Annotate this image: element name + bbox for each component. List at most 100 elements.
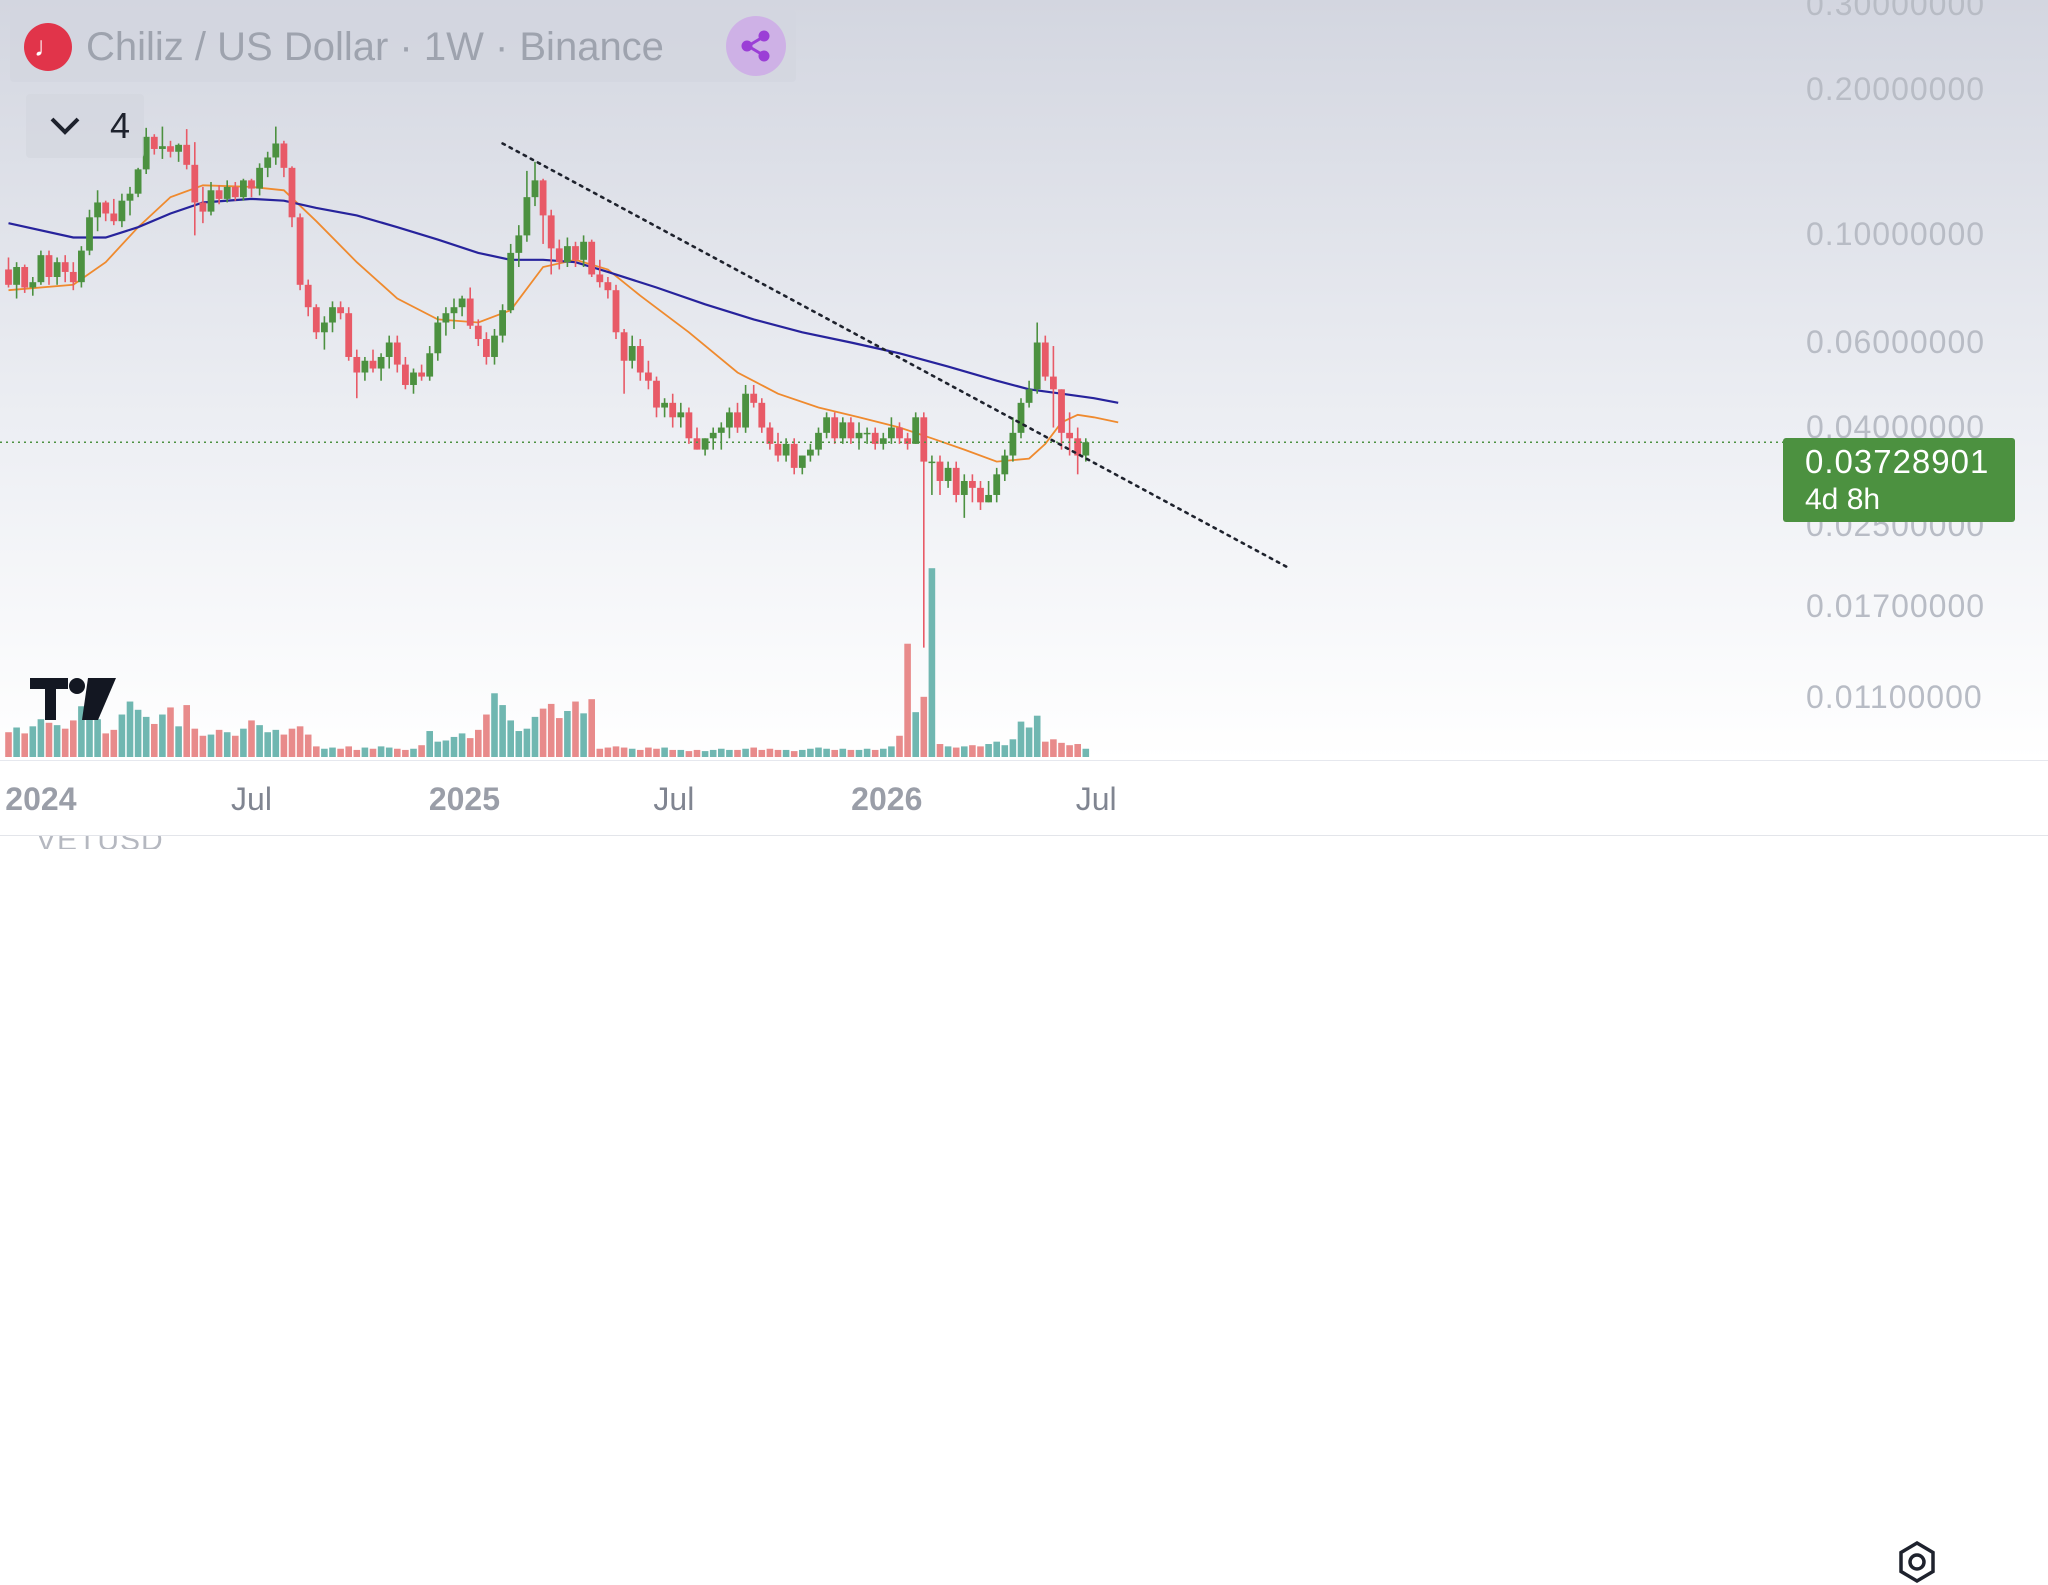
candle-body — [142, 136, 150, 170]
candle-body — [53, 262, 61, 277]
candle-body — [434, 322, 442, 354]
volume-bar — [993, 741, 1000, 757]
candle-body — [726, 412, 733, 428]
volume-bar — [475, 729, 482, 757]
volume-bar — [750, 747, 757, 757]
candle-body — [879, 438, 887, 444]
candle-body — [280, 143, 288, 168]
settings-icon[interactable] — [1894, 1539, 1940, 1585]
volume-bar — [969, 745, 976, 757]
volume-bar — [523, 728, 531, 757]
volume-bar — [1082, 748, 1090, 757]
volume-bar — [709, 749, 717, 757]
candle-body — [474, 325, 482, 340]
candle-body — [29, 282, 37, 288]
volume-bar — [774, 749, 782, 757]
indicator-count: 4 — [110, 105, 131, 146]
chart-pane[interactable] — [0, 0, 1783, 760]
volume-bar — [483, 714, 490, 757]
candle-body — [604, 282, 612, 291]
candle-body — [831, 417, 839, 439]
candle-body — [661, 402, 668, 408]
volume-bar — [734, 749, 741, 757]
trendline — [501, 142, 1290, 570]
volume-bar — [29, 726, 37, 757]
volume-bar — [1058, 742, 1065, 757]
volume-bar — [183, 705, 190, 757]
candle-body — [150, 136, 158, 149]
candle-body — [701, 438, 709, 450]
volume-bar — [53, 725, 61, 757]
volume-bar — [1050, 739, 1057, 757]
symbol-header[interactable]: ♩ Chiliz / US Dollar · 1W · Binance — [10, 10, 796, 82]
candle-body — [782, 443, 790, 456]
candle-body — [944, 467, 952, 481]
volume-bar — [1042, 741, 1049, 757]
candle-body — [13, 267, 20, 285]
candle-body — [555, 248, 563, 263]
candle-body — [766, 427, 774, 444]
price-tick-label: 0.30000000 — [1806, 0, 1986, 22]
volume-bar — [1033, 715, 1041, 757]
volume-bar — [531, 716, 539, 757]
candle-body — [960, 480, 968, 495]
candle-body — [167, 146, 174, 152]
candle-body — [272, 143, 280, 158]
volume-bar — [1066, 745, 1073, 757]
volume-bar — [596, 748, 604, 757]
volume-bar — [21, 733, 28, 757]
time-scale[interactable]: 2024 Jul 2025 Jul 2026 Jul — [0, 760, 2048, 1584]
volume-bar — [920, 696, 928, 757]
volume-bar — [159, 714, 166, 757]
volume-bar — [329, 747, 336, 757]
volume-bar — [620, 747, 628, 757]
volume-bar — [450, 736, 458, 757]
volume-bar — [944, 746, 952, 757]
candle-body — [418, 372, 425, 377]
volume-bar — [628, 748, 636, 757]
volume-bar — [167, 707, 174, 757]
volume-bar — [13, 727, 20, 757]
candle-body — [369, 360, 377, 369]
volume-bar — [645, 747, 652, 757]
symbol-title[interactable]: Chiliz / US Dollar · 1W · Binance — [86, 25, 664, 69]
volume-bar — [199, 735, 207, 757]
candle-body — [410, 372, 417, 385]
volume-bar — [61, 728, 69, 757]
candle-body — [928, 461, 936, 464]
time-tick-label: Jul — [231, 781, 272, 817]
candle-body — [936, 461, 944, 481]
candle-body — [175, 144, 182, 152]
share-button[interactable] — [726, 16, 786, 76]
candle-body — [442, 313, 450, 323]
last-price-badge: 0.03728901 4d 8h — [1783, 438, 2015, 522]
volume-bar — [904, 643, 911, 757]
volume-bar — [839, 748, 847, 757]
candle-body — [110, 213, 118, 222]
price-scale[interactable] — [1783, 0, 2048, 760]
candle-body — [823, 417, 830, 433]
volume-bar — [612, 746, 620, 757]
volume-bar — [693, 749, 701, 757]
candle-body — [466, 298, 474, 326]
volume-bar — [677, 749, 685, 757]
volume-bar — [637, 749, 644, 757]
volume-bar — [669, 749, 676, 757]
volume-bar — [232, 735, 239, 757]
candle-body — [507, 252, 515, 311]
candle-body — [337, 307, 344, 314]
volume-bar — [564, 710, 571, 757]
volume-bar — [304, 734, 312, 757]
indicators-collapse-button[interactable]: 4 — [26, 94, 144, 158]
next-symbol-label: VETUSD — [36, 836, 164, 849]
price-tick-label: 0.20000000 — [1806, 71, 1986, 108]
next-symbol-preview[interactable]: VETUSD — [0, 835, 2048, 849]
volume-bar — [871, 749, 879, 757]
candle-body — [628, 346, 636, 361]
candle-body — [288, 167, 296, 218]
volume-bar — [256, 725, 263, 757]
candle-body — [385, 342, 393, 357]
volume-bar — [1001, 745, 1009, 757]
candle-body — [807, 449, 814, 456]
volume-bar — [782, 749, 790, 757]
